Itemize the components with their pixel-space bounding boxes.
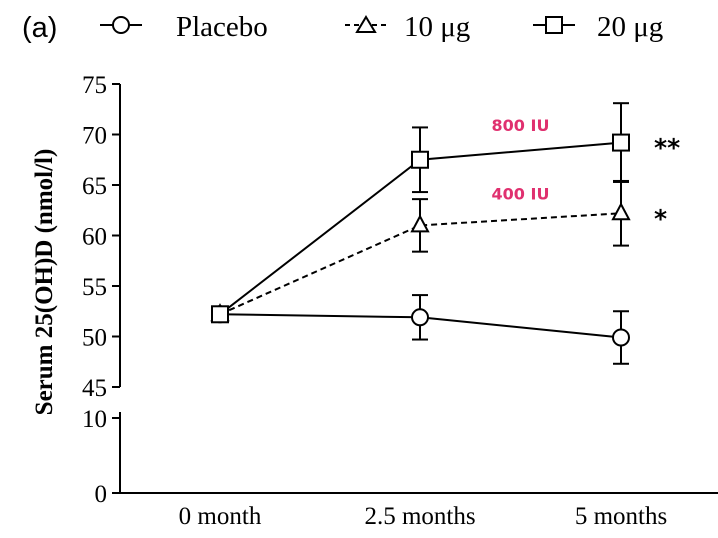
legend-item-20ug: 20 μg — [533, 11, 663, 43]
y-tick-label: 55 — [82, 274, 107, 301]
y-tick-label: 45 — [82, 375, 107, 402]
legend-label-placebo: Placebo — [176, 11, 268, 43]
legend-item-10ug: 10 μg — [345, 11, 470, 43]
point-20ug-2 — [612, 133, 630, 152]
series-layer: 400 IU * 800 IU ** — [210, 102, 680, 365]
point-placebo-2 — [612, 328, 630, 347]
significance-20ug: ** — [654, 134, 680, 163]
significance-10ug: * — [654, 204, 667, 233]
legend-label-20ug: 20 μg — [597, 11, 663, 43]
legend-marker-10ug — [355, 15, 377, 33]
series-line-10ug — [219, 212, 622, 316]
y-tick-label: 50 — [82, 325, 107, 352]
y-tick-label: 65 — [82, 173, 107, 200]
dose-annotation-10ug: 400 IU — [492, 184, 550, 203]
point-10ug-1 — [410, 214, 430, 233]
x-tick-label: 0 month — [179, 503, 262, 530]
y-axis-title: Serum 25(OH)D (nmol/l) — [31, 149, 58, 416]
y-tick-label: 75 — [82, 72, 107, 99]
point-20ug-0 — [211, 305, 229, 324]
legend-item-placebo: Placebo — [100, 11, 268, 43]
legend-label-10ug: 10 μg — [404, 11, 470, 43]
x-ticks: 0 month 2.5 months 5 months — [179, 503, 668, 530]
legend-marker-placebo — [112, 16, 130, 34]
legend: Placebo 10 μg 20 μg — [100, 11, 663, 43]
legend-marker-20ug — [545, 16, 563, 34]
panel-label: (a) — [22, 12, 57, 44]
point-20ug-1 — [411, 150, 429, 169]
x-tick-label: 5 months — [575, 503, 667, 530]
dose-annotation-20ug: 800 IU — [492, 116, 550, 135]
y-tick-label: 0 — [95, 481, 108, 508]
x-tick-label: 2.5 months — [364, 503, 475, 530]
y-tick-label: 70 — [82, 123, 107, 150]
y-tick-label: 10 — [82, 406, 107, 433]
point-placebo-1 — [411, 308, 429, 327]
point-10ug-2 — [611, 202, 631, 221]
y-ticks: 75 70 65 60 55 50 45 10 0 — [82, 72, 120, 508]
y-tick-label: 60 — [82, 224, 107, 251]
